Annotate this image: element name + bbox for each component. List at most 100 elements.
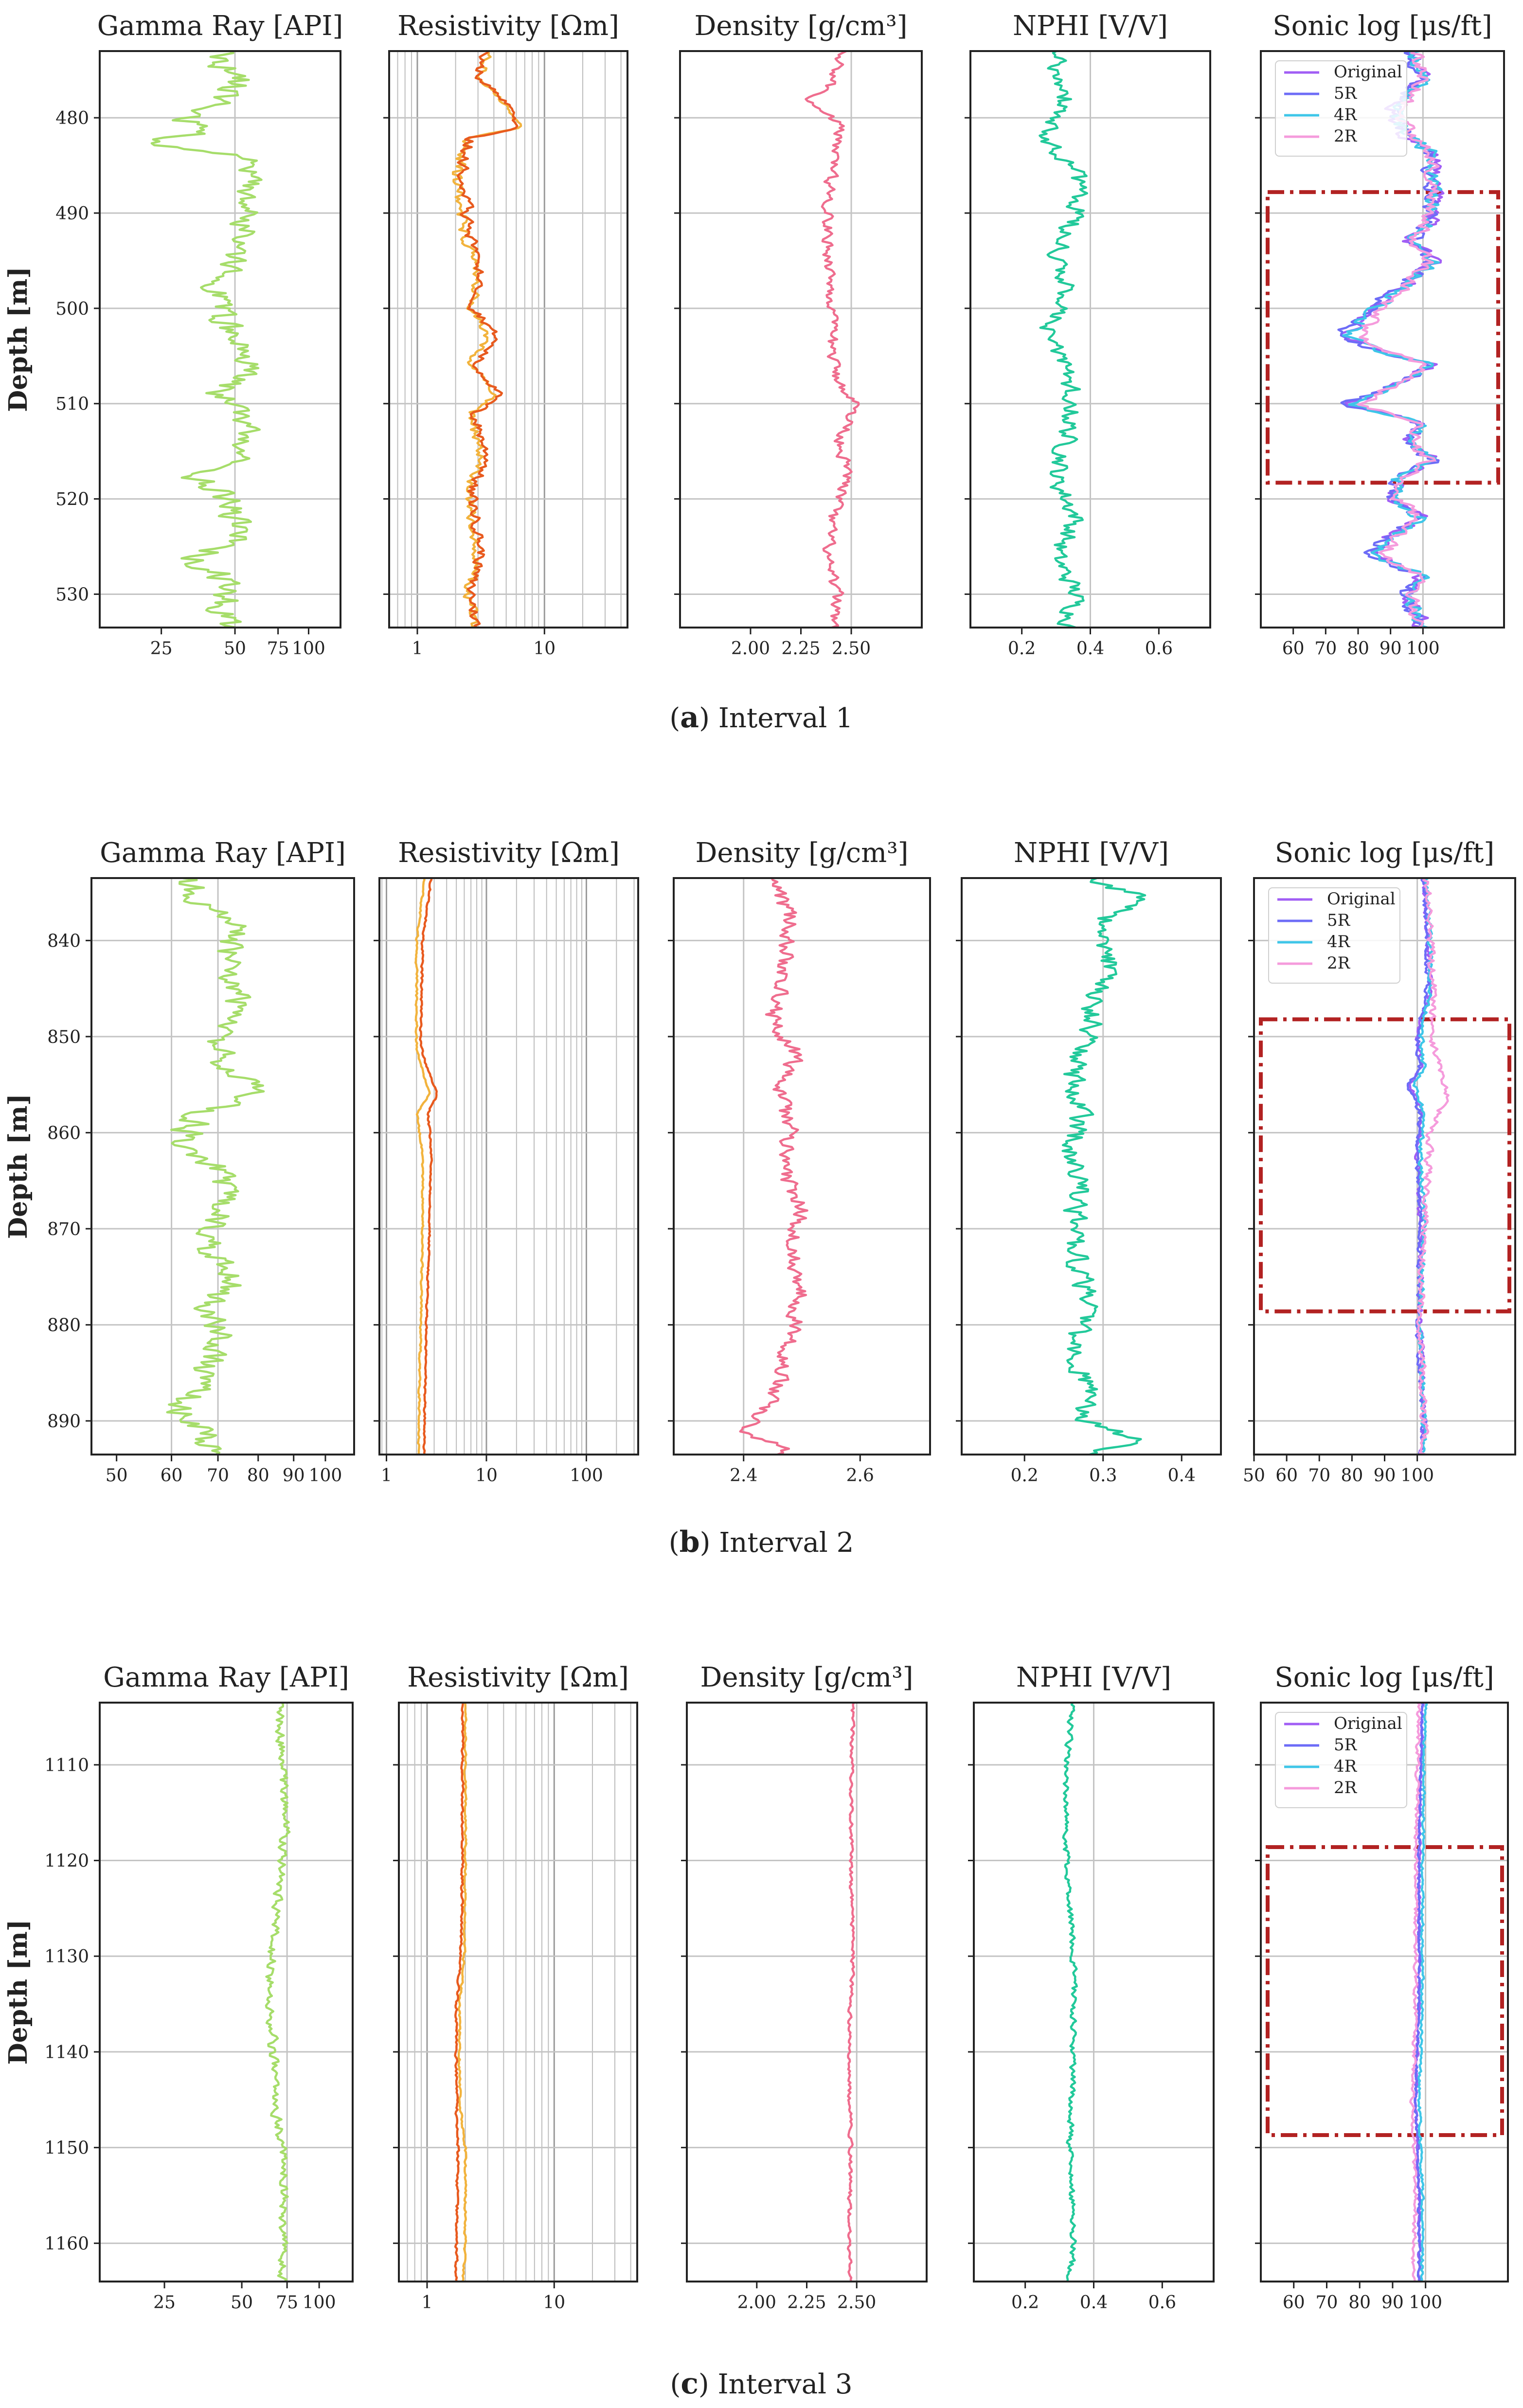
track-title: Resistivity [Ωm] [398,837,620,869]
x-tick-label: 100 [1409,2293,1442,2313]
x-tick-label: 100 [303,2293,336,2313]
track-2: Resistivity [Ωm] 1 10 [383,10,628,659]
curve-4r [1417,1703,1428,2282]
legend-label: 4R [1334,105,1358,125]
x-tick-label: 80 [1348,2293,1371,2313]
curve-gr [150,51,263,628]
x-tick-label: 90 [1380,639,1402,659]
x-tick-label: 10 [475,1466,498,1486]
panel-caption: (c) Interval 3 [670,2367,852,2401]
x-tick-label: 100 [309,1466,342,1486]
curve-5r [1414,1703,1424,2282]
x-tick-label: 100 [1400,1466,1434,1486]
track-frame [99,1702,354,2282]
curve-2r [1409,1703,1422,2282]
x-tick-label: 50 [224,639,246,659]
track-title: Gamma Ray [API] [97,10,343,42]
y-tick-label: 1140 [44,2043,89,2063]
track-title: Resistivity [Ωm] [407,1662,629,1693]
x-tick-label: 75 [267,639,289,659]
track-title: Sonic log [μs/ft] [1274,1662,1494,1693]
x-tick-label: 70 [207,1466,229,1486]
y-tick-label: 500 [55,299,89,319]
x-tick-label: 0.2 [1011,1466,1039,1486]
track-frame [686,1702,928,2282]
x-tick-label: 2.50 [832,639,871,659]
x-tick-label: 90 [1374,1466,1396,1486]
curve-gr [166,878,265,1455]
curve-rhob [805,51,860,628]
track-5: Sonic log [μs/ft] 50 60 70 80 90 100 Original 5R… [1243,837,1516,1486]
curve-2r [1415,878,1450,1455]
x-tick-label: 100 [292,639,325,659]
legend: Original 5R 4R 2R [1275,1712,1407,1808]
track-4: NPHI [V/V] 0.2 0.4 0.6 [968,1662,1215,2313]
track-title: Gamma Ray [API] [103,1662,349,1693]
x-tick-label: 1 [412,639,423,659]
legend-label: Original [1334,62,1402,82]
track-frame [90,877,355,1456]
panel-caption: (b) Interval 2 [669,1525,854,1559]
track-frame [398,1702,638,2282]
legend-box [1275,60,1407,157]
y-tick-label: 1130 [44,1947,89,1967]
track-title: Sonic log [μs/ft] [1275,837,1494,869]
x-tick-label: 2.25 [781,639,820,659]
x-tick-label: 100 [570,1466,603,1486]
track-3: Density [g/cm³] 2.00 2.25 2.50 [681,1662,928,2313]
track-frame [679,50,923,629]
curve-shallow [419,878,438,1455]
highlight-box [1266,1845,1504,2138]
track-1: Gamma Ray [API] 25 50 75 100 [94,10,343,659]
panel-caption: (a) Interval 1 [669,701,853,735]
x-tick-label: 50 [1243,1466,1265,1486]
x-tick-label: 10 [543,2293,565,2313]
interval-panel-a: Gamma Ray [API] 25 50 75 100 Resistivity [Ωm]… [3,10,1505,735]
y-axis-label: Depth [m] [3,267,33,412]
x-tick-label: 0.6 [1145,639,1173,659]
track-3: Density [g/cm³] 2.4 2.6 [668,837,931,1486]
panel-caption-letter: c [681,2367,699,2401]
track-frame [99,50,341,629]
x-tick-label: 0.6 [1148,2293,1176,2313]
track-title: Sonic log [μs/ft] [1272,10,1492,42]
legend-label: 2R [1334,1778,1358,1797]
track-title: Density [g/cm³] [700,1662,913,1693]
track-frame [961,877,1222,1456]
x-tick-label: 0.2 [1008,639,1036,659]
panel-caption-letter: b [680,1525,700,1559]
track-4: NPHI [V/V] 0.2 0.3 0.4 [956,837,1222,1486]
y-tick-label: 1120 [44,1851,89,1871]
track-frame [673,877,931,1456]
y-tick-label: 510 [55,395,89,414]
curve-nphi [1061,878,1147,1455]
y-tick-label: 530 [55,585,89,605]
curve-rhob [739,878,808,1455]
x-tick-label: 80 [1341,1466,1363,1486]
x-tick-label: 2.00 [731,639,770,659]
x-tick-label: 75 [276,2293,298,2313]
curve-shallow [456,51,519,628]
curve-gr [265,1703,291,2282]
x-tick-label: 50 [231,2293,253,2313]
curve-deep [457,1703,468,2282]
track-3: Density [g/cm³] 2.00 2.25 2.50 [674,10,923,659]
x-tick-label: 25 [150,639,173,659]
track-frame [1260,1702,1509,2282]
x-tick-label: 60 [161,1466,183,1486]
x-tick-label: 0.3 [1089,1466,1117,1486]
x-tick-label: 2.4 [730,1466,757,1486]
legend-label: 5R [1334,1735,1358,1755]
x-tick-label: 60 [1283,2293,1305,2313]
x-tick-label: 0.4 [1168,1466,1196,1486]
track-5: Sonic log [μs/ft] 60 70 80 90 100 Original 5R 4R… [1255,1662,1509,2313]
track-frame [388,50,628,629]
track-title: NPHI [V/V] [1014,837,1169,869]
legend-label: Original [1327,889,1396,909]
x-tick-label: 70 [1314,639,1337,659]
legend-label: 2R [1327,953,1351,973]
track-title: NPHI [V/V] [1016,1662,1171,1693]
track-title: Gamma Ray [API] [100,837,346,869]
curve-nphi [1062,1703,1078,2282]
